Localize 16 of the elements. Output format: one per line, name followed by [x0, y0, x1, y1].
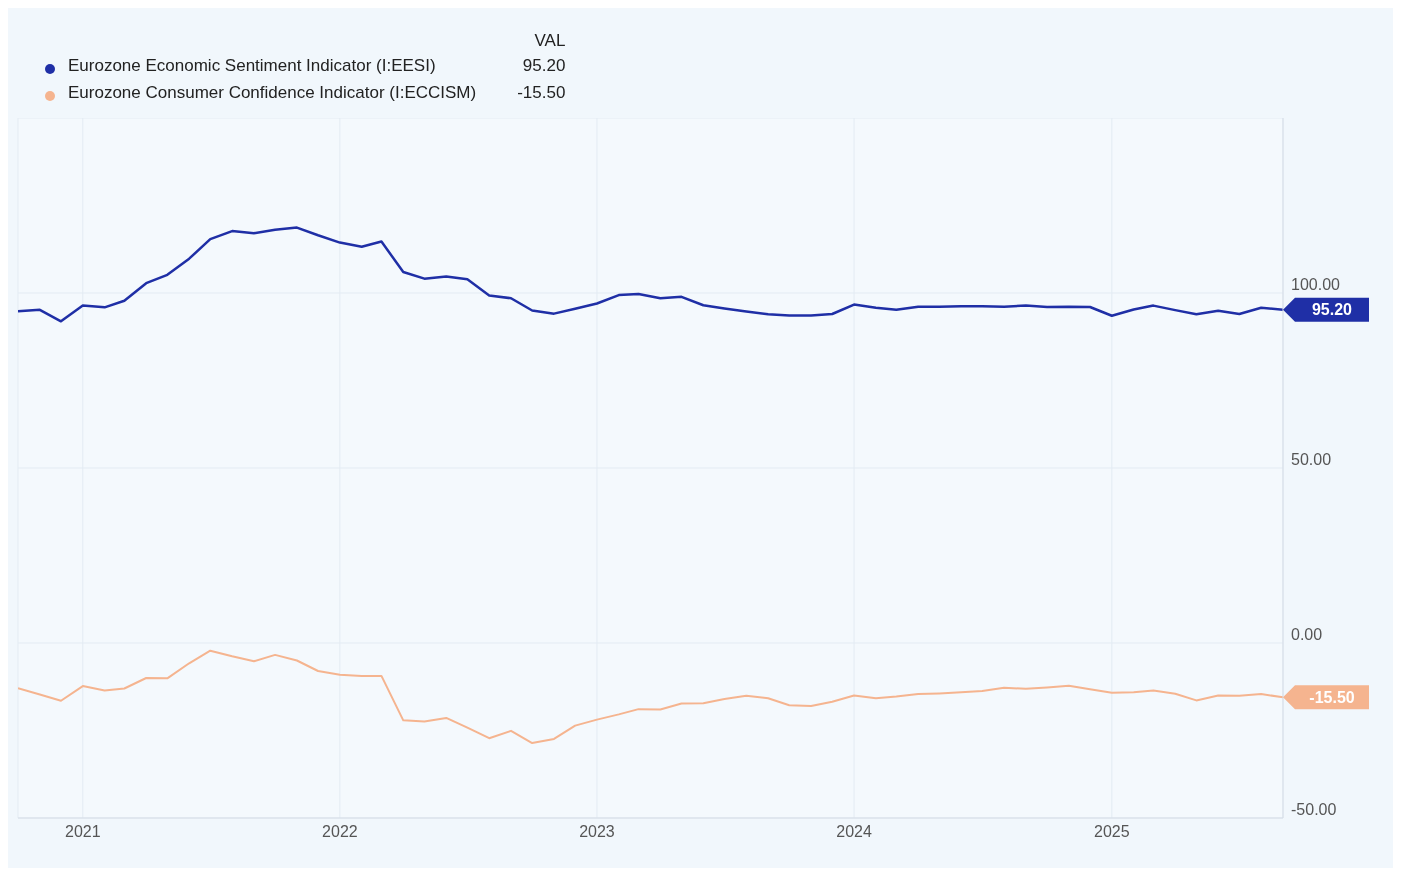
legend-label: Eurozone Economic Sentiment Indicator (I:EESI): [67, 55, 437, 77]
x-tick-label: 2024: [836, 823, 872, 841]
x-tick-label: 2023: [579, 823, 615, 841]
data-label: 95.20: [1311, 301, 1353, 319]
data-label: -15.50: [1309, 688, 1355, 706]
legend-label: Eurozone Consumer Confidence Indicator (I:ECCISM): [67, 82, 478, 104]
text: 95.20: [522, 56, 566, 75]
y-tick-label: 0.00: [1291, 625, 1323, 643]
y-tick-label: 100.00: [1291, 275, 1341, 293]
legend-title: VAL: [533, 30, 567, 52]
x-tick-label: 2022: [322, 823, 358, 841]
text: -15.50: [517, 83, 566, 102]
y-tick-label: -50.00: [1291, 800, 1337, 818]
x-tick-label: 2021: [65, 823, 101, 841]
x-tick-label: 2025: [1094, 823, 1130, 841]
y-tick-label: 50.00: [1291, 450, 1332, 468]
